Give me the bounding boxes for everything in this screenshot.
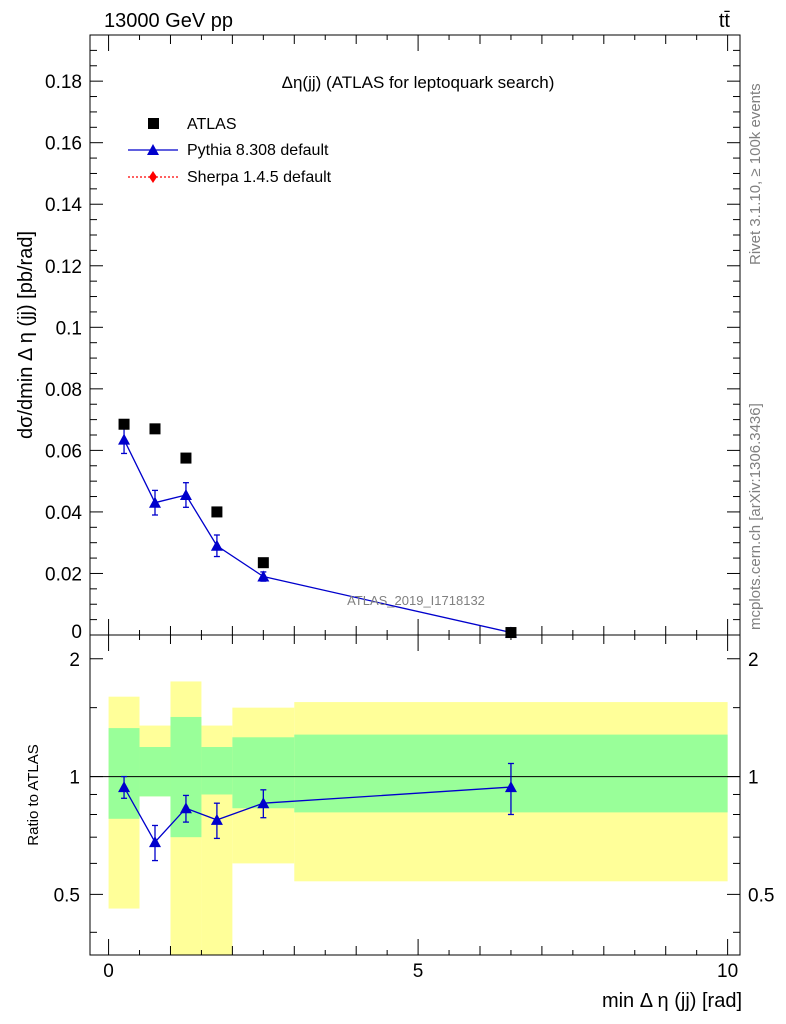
pythia-point — [179, 489, 192, 500]
x-tick-label: 5 — [413, 961, 424, 982]
main-y-tick-label: 0.06 — [45, 441, 82, 462]
legend-sherpa-marker — [149, 171, 157, 183]
main-y-tick-label: 0 — [71, 622, 82, 643]
atlas-point — [505, 627, 517, 639]
mc-uncertainty-band-inner — [108, 728, 140, 819]
ratio-y-tick-label-left: 2 — [69, 650, 80, 671]
main-y-tick-label: 0.16 — [45, 134, 82, 155]
pythia-ratio-point — [118, 781, 131, 793]
main-plot-panel: 0.02 0.04 0.06 0.08 0.1 0.12 0.14 0.16 0.18 0 Δη(… — [15, 34, 741, 643]
atlas-point — [180, 452, 192, 464]
main-plot-title: Δη(jj) (ATLAS for leptoquark search) — [282, 73, 555, 92]
rivet-version-label: Rivet 3.1.10, ≥ 100k events — [747, 83, 764, 265]
pythia-ratio-point — [210, 813, 223, 825]
pythia-line — [123, 439, 512, 634]
legend-sherpa-label: Sherpa 1.4.5 default — [187, 169, 332, 186]
pythia-ratio-point — [257, 797, 270, 809]
ratio-y-tick-label-right: 1 — [748, 768, 759, 789]
legend-pythia-marker — [147, 144, 159, 155]
ratio-y-tick-label-left: 1 — [69, 768, 80, 789]
pythia-ratio-point — [179, 802, 192, 814]
pythia-point — [210, 539, 223, 551]
pythia-ratio-point — [504, 781, 517, 793]
main-y-tick-label: 0.04 — [45, 503, 82, 524]
pythia-ratio-line — [123, 786, 511, 844]
main-y-tick-label: 0.08 — [45, 380, 82, 401]
mc-uncertainty-band-inner — [139, 747, 171, 797]
ratio-y-tick-label-right: 0.5 — [748, 885, 774, 906]
mcplots-label: mcplots.cern.ch [arXiv:1306.3436] — [747, 403, 764, 630]
x-tick-label: 10 — [717, 961, 738, 982]
main-y-tick-label: 0.14 — [45, 195, 82, 216]
legend-atlas-marker — [148, 118, 159, 129]
main-y-axis-label: dσ/dmin Δ η (jj) [pb/rad] — [15, 231, 37, 439]
atlas-point — [211, 506, 223, 518]
x-tick-label: 0 — [103, 961, 114, 982]
legend-atlas-label: ATLAS — [187, 116, 237, 133]
analysis-tag: ATLAS_2019_I1718132 — [347, 593, 485, 608]
main-y-tick-label: 0.12 — [45, 257, 82, 278]
atlas-point — [149, 423, 161, 435]
mc-uncertainty-band-inner — [201, 747, 233, 795]
ratio-y-tick-label-right: 2 — [748, 650, 759, 671]
ratio-plot-frame — [89, 634, 741, 956]
header-energy-label: 13000 GeV pp — [104, 10, 233, 32]
pythia-point — [118, 433, 131, 445]
pythia-point — [149, 496, 161, 508]
atlas-point — [257, 557, 269, 569]
main-y-tick-label: 0.18 — [45, 72, 82, 93]
main-y-tick-label: 0.02 — [45, 564, 82, 585]
x-axis-label: min Δ η (jj) [rad] — [602, 990, 742, 1012]
atlas-point — [118, 418, 130, 430]
ratio-y-axis-label: Ratio to ATLAS — [25, 744, 42, 845]
pythia-ratio-point — [149, 836, 161, 848]
ratio-y-tick-label-left: 0.5 — [54, 885, 80, 906]
main-y-tick-label: 0.1 — [56, 318, 82, 339]
pythia-point — [257, 570, 270, 582]
header-process-label: tt̄ — [719, 10, 731, 32]
legend-pythia-label: Pythia 8.308 default — [187, 142, 329, 159]
legend: ATLAS Pythia 8.308 default Sherpa 1.4.5 … — [128, 116, 332, 186]
ratio-plot-panel: 0.5 0.5 1 1 2 2 0 5 10 Ratio to ATLAS min Δ η (j… — [25, 634, 774, 1012]
